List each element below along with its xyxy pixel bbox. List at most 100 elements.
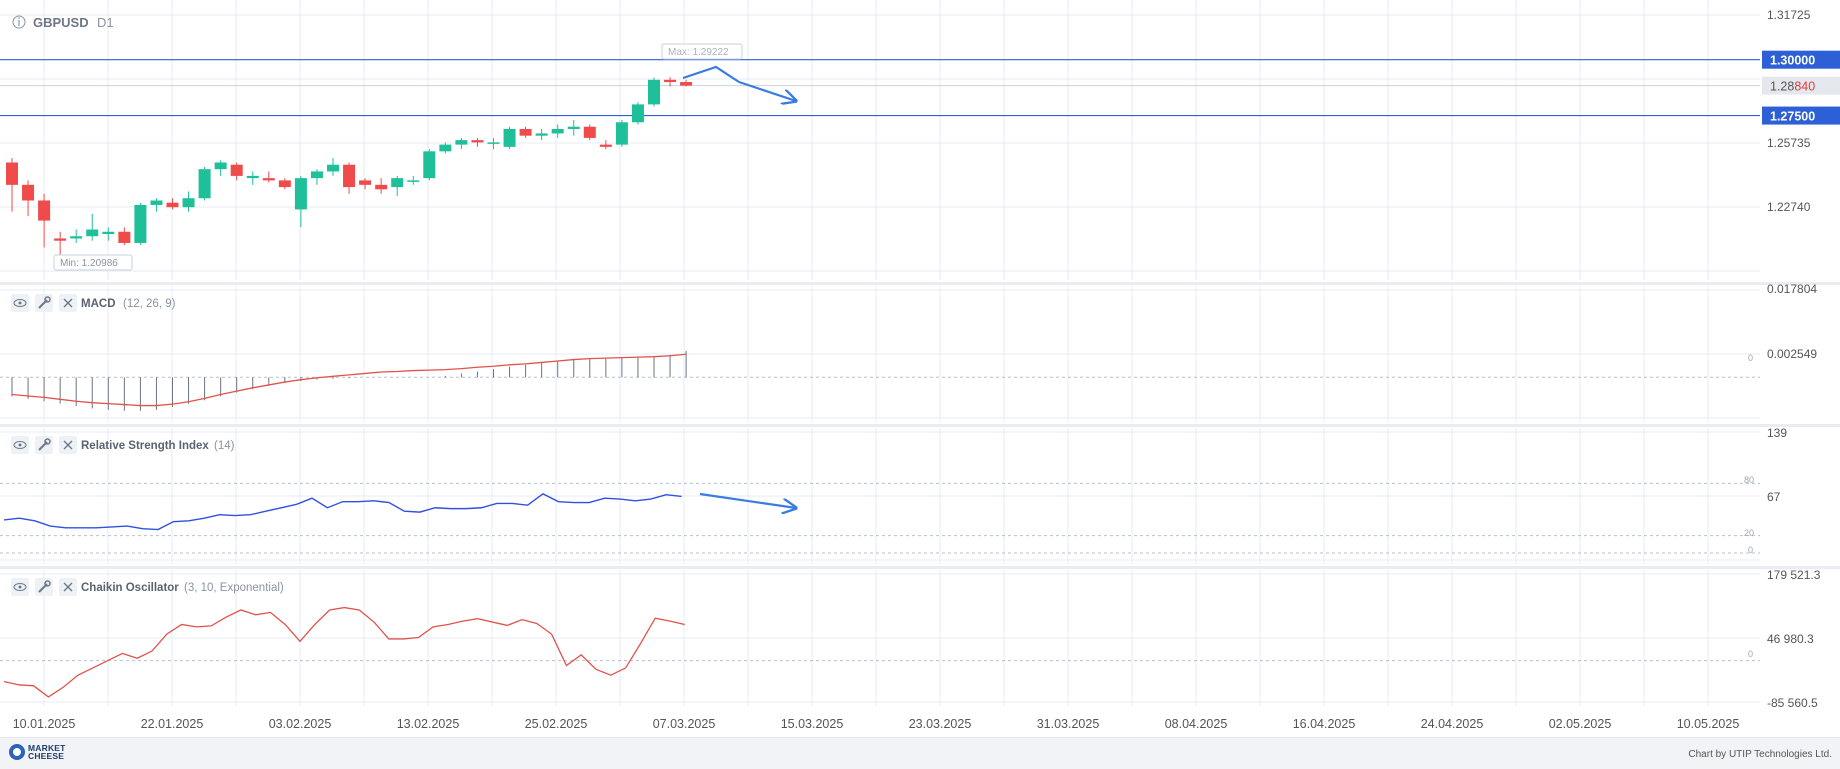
x-axis-date-label: 22.01.2025 xyxy=(141,717,204,731)
level-badge-label: 1.30000 xyxy=(1770,54,1815,68)
max-callout: Max: 1.29222 xyxy=(661,43,743,60)
price-tick: 1.22740 xyxy=(1767,200,1811,214)
rsi-forecast-arrow xyxy=(699,492,796,508)
rsi-level-label: 0 xyxy=(1748,545,1753,555)
candle-body xyxy=(54,238,67,241)
x-axis-date-label: 07.03.2025 xyxy=(653,717,716,731)
candle-body xyxy=(230,164,243,176)
candle-body xyxy=(423,151,436,179)
rsi-title: Relative Strength Index xyxy=(81,440,209,452)
rsi-tick: 139 xyxy=(1767,426,1787,440)
chaikin-plot xyxy=(0,606,1760,698)
current-price-label: 1.28840 xyxy=(1770,80,1815,94)
rsi-panel: Relative Strength Index (14) 139 67 80 2… xyxy=(0,426,1787,555)
macd-params: (12, 26, 9) xyxy=(123,298,176,310)
chaikin-tick: -85 560.5 xyxy=(1767,696,1818,710)
candle-body xyxy=(664,79,677,83)
x-axis-date-label: 08.04.2025 xyxy=(1165,717,1228,731)
candle-body xyxy=(680,82,693,86)
candle-body xyxy=(343,164,356,188)
chaikin-title: Chaikin Oscillator xyxy=(81,582,179,594)
x-axis-date-label: 16.04.2025 xyxy=(1293,717,1356,731)
forecast-arrow xyxy=(738,80,796,101)
info-icon[interactable] xyxy=(12,15,26,29)
rsi-tick: 67 xyxy=(1767,490,1781,504)
macd-toolbar[interactable] xyxy=(11,294,77,312)
candle-body xyxy=(70,236,83,239)
visibility-eye-icon[interactable] xyxy=(11,436,29,454)
candle-body xyxy=(535,133,548,136)
candle-body xyxy=(599,144,612,147)
settings-wrench-icon[interactable] xyxy=(35,294,53,312)
close-icon[interactable] xyxy=(59,578,77,596)
candle-body xyxy=(375,184,388,190)
forecast-line xyxy=(682,65,740,83)
x-axis-date-label: 10.05.2025 xyxy=(1677,717,1740,731)
x-axis: 10.01.2025 22.01.2025 03.02.2025 13.02.2025… xyxy=(13,717,1740,731)
candle-body xyxy=(86,229,99,237)
rsi-level-label: 80 xyxy=(1744,475,1754,485)
panel-separator xyxy=(0,424,1840,427)
candle-body xyxy=(294,178,307,210)
min-label: Min: 1.20986 xyxy=(60,258,118,269)
candle-body xyxy=(166,202,179,208)
chaikin-toolbar[interactable] xyxy=(11,578,77,596)
x-axis-date-label: 03.02.2025 xyxy=(269,717,332,731)
candles xyxy=(6,77,693,262)
logo: MARKET CHEESE xyxy=(9,744,66,760)
price-panel: GBPUSD D1 Max: 1.29222 Min: 1.20986 1.31… xyxy=(0,8,1840,271)
candle-body xyxy=(182,198,195,208)
rsi-toolbar[interactable] xyxy=(11,436,77,454)
candle-body xyxy=(391,178,404,188)
macd-zero-label: 0 xyxy=(1748,353,1753,363)
candle-body xyxy=(102,231,115,235)
level-lines xyxy=(0,59,1760,117)
chaikin-tick: 46 980.3 xyxy=(1767,632,1814,646)
close-icon[interactable] xyxy=(59,436,77,454)
candle-body xyxy=(327,164,339,172)
candle-body xyxy=(503,128,516,147)
chaikin-zero-label: 0 xyxy=(1748,649,1753,659)
candle-body xyxy=(487,142,500,144)
candle-body xyxy=(471,140,484,143)
candle-body xyxy=(648,79,660,105)
close-icon[interactable] xyxy=(59,294,77,312)
price-tick: 1.31725 xyxy=(1767,8,1811,22)
candle-body xyxy=(118,231,131,243)
level-badge xyxy=(1762,50,1840,69)
macd-plot xyxy=(0,350,1760,411)
visibility-eye-icon[interactable] xyxy=(11,294,29,312)
candle-body xyxy=(310,171,323,179)
candle-body xyxy=(134,204,147,243)
chart-svg[interactable]: GBPUSD D1 Max: 1.29222 Min: 1.20986 1.31… xyxy=(0,0,1840,737)
candle-body xyxy=(278,180,291,188)
rsi-plot xyxy=(0,482,1760,554)
candle-body xyxy=(262,178,275,181)
chaikin-tick: 179 521.3 xyxy=(1767,568,1821,582)
settings-wrench-icon[interactable] xyxy=(35,578,53,596)
chaikin-params: (3, 10, Exponential) xyxy=(184,582,284,594)
candle-body xyxy=(439,144,452,152)
x-axis-date-label: 23.03.2025 xyxy=(909,717,972,731)
visibility-eye-icon[interactable] xyxy=(11,578,29,596)
current-price-badge xyxy=(1762,76,1840,95)
symbol-label: GBPUSD xyxy=(33,15,89,30)
candle-body xyxy=(583,126,596,138)
candle-body xyxy=(198,169,211,199)
candle-body xyxy=(631,104,644,123)
candle-body xyxy=(38,200,51,221)
x-axis-date-label: 31.03.2025 xyxy=(1037,717,1100,731)
macd-tick: 0.017804 xyxy=(1767,282,1817,296)
x-axis-date-label: 15.03.2025 xyxy=(781,717,844,731)
settings-wrench-icon[interactable] xyxy=(35,436,53,454)
candle-body xyxy=(407,180,420,182)
x-axis-date-label: 02.05.2025 xyxy=(1549,717,1612,731)
footer: MARKET CHEESE Chart by UTIP Technologies… xyxy=(0,737,1840,769)
candle-body xyxy=(150,200,163,205)
rsi-params: (14) xyxy=(214,440,235,452)
candle-body xyxy=(519,128,532,136)
macd-signal-line xyxy=(11,353,687,407)
candle-body xyxy=(22,184,35,201)
panel-separator xyxy=(0,282,1840,285)
level-badge-label: 1.27500 xyxy=(1770,110,1815,124)
